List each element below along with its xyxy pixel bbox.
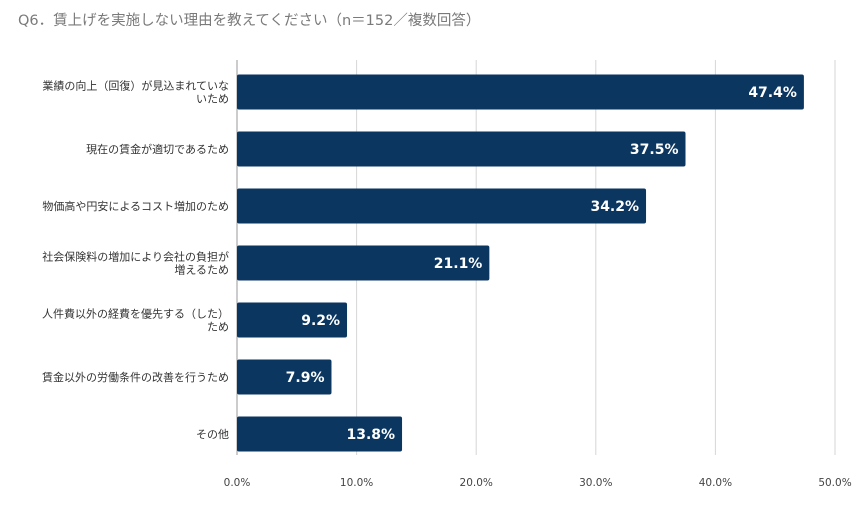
category-label: 賃金以外の労働条件の改善を行うため xyxy=(42,370,229,384)
bar-value-label: 34.2% xyxy=(590,199,639,215)
category-label: 現在の賃金が適切であるため xyxy=(86,142,229,156)
category-labels: 業績の向上（回復）が見込まれていないため現在の賃金が適切であるため物価高や円安に… xyxy=(42,79,229,442)
x-tick-label: 30.0% xyxy=(579,477,612,489)
category-label-line: その他 xyxy=(196,428,229,441)
x-tick-label: 50.0% xyxy=(818,477,851,489)
x-tick-label: 20.0% xyxy=(460,477,493,489)
category-label-line: いため xyxy=(196,93,229,106)
bar-value-label: 7.9% xyxy=(286,370,325,386)
category-label-line: 増えるため xyxy=(174,264,229,277)
bar xyxy=(237,416,403,452)
x-axis-ticks: 0.0% 10.0% 20.0% 30.0% 40.0% 50.0% xyxy=(224,477,852,489)
x-tick-label: 0.0% xyxy=(224,477,251,489)
category-label-line: ため xyxy=(207,321,229,334)
category-label: 業績の向上（回復）が見込まれていないため xyxy=(42,79,229,106)
bars: 47.4% 37.5% 34.2% 21.1% 9.2% 7.9% 13.8% xyxy=(237,74,804,452)
category-label: 社会保険料の増加により会社の負担が増えるため xyxy=(42,250,229,277)
category-label-line: 現在の賃金が適切であるため xyxy=(86,142,229,156)
bar-value-label: 47.4% xyxy=(748,85,797,101)
category-label-line: 人件費以外の経費を優先する（した） xyxy=(42,307,229,321)
bar xyxy=(237,245,490,281)
bar-value-label: 9.2% xyxy=(301,313,340,329)
category-label-line: 物価高や円安によるコスト増加のため xyxy=(42,199,229,213)
chart-title: Q6．賃上げを実施しない理由を教えてください（n＝152／複数回答） xyxy=(18,13,481,29)
bar xyxy=(237,188,647,224)
bar-value-label: 37.5% xyxy=(630,142,679,158)
category-label-line: 賃金以外の労働条件の改善を行うため xyxy=(42,370,229,384)
bar xyxy=(237,302,348,338)
x-tick-label: 40.0% xyxy=(699,477,732,489)
bar xyxy=(237,359,332,395)
bar-value-label: 21.1% xyxy=(434,256,483,272)
category-label-line: 社会保険料の増加により会社の負担が xyxy=(42,250,229,264)
category-label: 物価高や円安によるコスト増加のため xyxy=(42,199,229,213)
category-label-line: 業績の向上（回復）が見込まれていな xyxy=(42,79,229,93)
bar xyxy=(237,131,686,167)
bar-value-label: 13.8% xyxy=(346,427,395,443)
x-tick-label: 10.0% xyxy=(340,477,373,489)
category-label: その他 xyxy=(196,428,229,441)
category-label: 人件費以外の経費を優先する（した）ため xyxy=(42,307,229,334)
bar xyxy=(237,74,804,110)
